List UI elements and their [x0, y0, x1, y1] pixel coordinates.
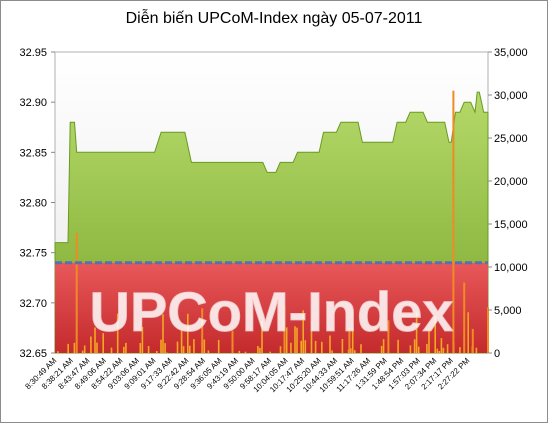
- volume-bar: [90, 336, 92, 353]
- volume-bar: [380, 345, 383, 353]
- volume-bar: [409, 345, 412, 353]
- y-right-tick-label: 20,000: [494, 176, 528, 188]
- volume-bar: [139, 343, 142, 353]
- volume-bar: [279, 346, 282, 353]
- volume-bar: [83, 345, 86, 353]
- volume-bar: [300, 340, 302, 353]
- volume-bar: [329, 335, 331, 353]
- volume-spike: [231, 330, 234, 353]
- volume-bar: [296, 327, 298, 353]
- volume-bar: [147, 346, 150, 353]
- y-left-tick-label: 32.95: [19, 47, 47, 59]
- volume-bar: [290, 342, 292, 353]
- volume-bar: [413, 339, 416, 353]
- y-right-tick-label: 25,000: [494, 133, 528, 145]
- volume-bar: [125, 342, 127, 353]
- volume-bar: [442, 347, 445, 353]
- volume-spike: [463, 282, 466, 353]
- volume-spike: [471, 328, 474, 353]
- volume-bar: [436, 348, 439, 353]
- volume-bar: [244, 351, 247, 353]
- y-right-tick-label: 10,000: [494, 262, 528, 274]
- volume-bar: [141, 326, 144, 353]
- volume-bar: [446, 344, 449, 353]
- volume-bar: [160, 339, 162, 353]
- volume-bar: [162, 314, 164, 353]
- volume-bar: [428, 329, 430, 353]
- volume-bar: [156, 351, 158, 353]
- y-left-tick-label: 32.70: [19, 298, 47, 310]
- volume-bar: [94, 327, 96, 353]
- y-left-tick-label: 32.80: [19, 198, 47, 210]
- volume-spike: [201, 308, 204, 353]
- volume-bar: [341, 339, 344, 353]
- volume-bar: [176, 341, 179, 353]
- y-right-tick-label: 0: [494, 348, 500, 360]
- volume-spike: [387, 320, 390, 353]
- volume-bar: [360, 344, 362, 353]
- volume-spike: [75, 232, 78, 353]
- volume-bar: [417, 346, 420, 353]
- y-left-tick-label: 32.65: [19, 348, 47, 360]
- volume-bar: [217, 339, 220, 353]
- volume-bar: [302, 310, 304, 353]
- y-right-tick-label: 15,000: [494, 219, 528, 231]
- volume-bar: [310, 320, 313, 353]
- volume-bar: [349, 348, 352, 353]
- volume-bar: [261, 320, 263, 353]
- volume-bar: [475, 347, 478, 353]
- volume-spike: [487, 307, 489, 353]
- y-right-tick-label: 30,000: [494, 90, 528, 102]
- volume-bar: [187, 313, 189, 353]
- volume-bar: [285, 327, 288, 353]
- volume-bar: [259, 347, 261, 353]
- volume-bar: [438, 351, 441, 353]
- volume-bar: [81, 350, 84, 353]
- volume-bar: [189, 345, 191, 353]
- volume-bar: [351, 328, 354, 353]
- volume-bar: [467, 312, 469, 353]
- volume-bar: [57, 351, 59, 353]
- chart-title: Diễn biến UPCoM-Index ngày 05-07-2011: [125, 10, 423, 27]
- y-right-tick-label: 5,000: [494, 305, 522, 317]
- volume-bar: [207, 350, 210, 353]
- y-left-tick-label: 32.85: [19, 147, 47, 159]
- volume-bar: [397, 339, 399, 353]
- volume-bar: [321, 341, 323, 353]
- volume-bar: [238, 350, 241, 353]
- volume-bar: [304, 340, 307, 353]
- volume-spike: [348, 328, 351, 353]
- volume-bar: [434, 316, 436, 353]
- volume-bar: [257, 346, 259, 353]
- volume-bar: [314, 340, 317, 353]
- volume-bar: [164, 343, 166, 353]
- watermark-text: UPCoM-Index: [90, 280, 454, 343]
- volume-bar: [459, 347, 461, 353]
- volume-bar: [96, 342, 98, 353]
- volume-bar: [73, 342, 76, 353]
- volume-bar: [102, 333, 104, 353]
- volume-bar: [203, 339, 206, 353]
- volume-spike: [283, 305, 286, 353]
- volume-bar: [331, 350, 333, 353]
- y-left-tick-label: 32.75: [19, 248, 47, 260]
- volume-bar: [415, 311, 418, 353]
- volume-bar: [382, 339, 385, 353]
- volume-bar: [116, 313, 119, 353]
- volume-bar: [182, 346, 185, 353]
- volume-bar: [123, 346, 125, 353]
- y-right-tick-label: 35,000: [494, 47, 528, 59]
- volume-bar: [294, 326, 296, 353]
- volume-bar: [269, 351, 271, 353]
- volume-bar: [354, 350, 356, 353]
- volume-bar: [426, 343, 428, 353]
- volume-bar: [180, 329, 183, 353]
- volume-bar: [67, 343, 69, 353]
- volume-bar: [110, 347, 113, 353]
- volume-spike: [452, 90, 455, 353]
- volume-bar: [440, 338, 443, 353]
- y-left-tick-label: 32.90: [19, 97, 47, 109]
- volume-bar: [193, 339, 195, 353]
